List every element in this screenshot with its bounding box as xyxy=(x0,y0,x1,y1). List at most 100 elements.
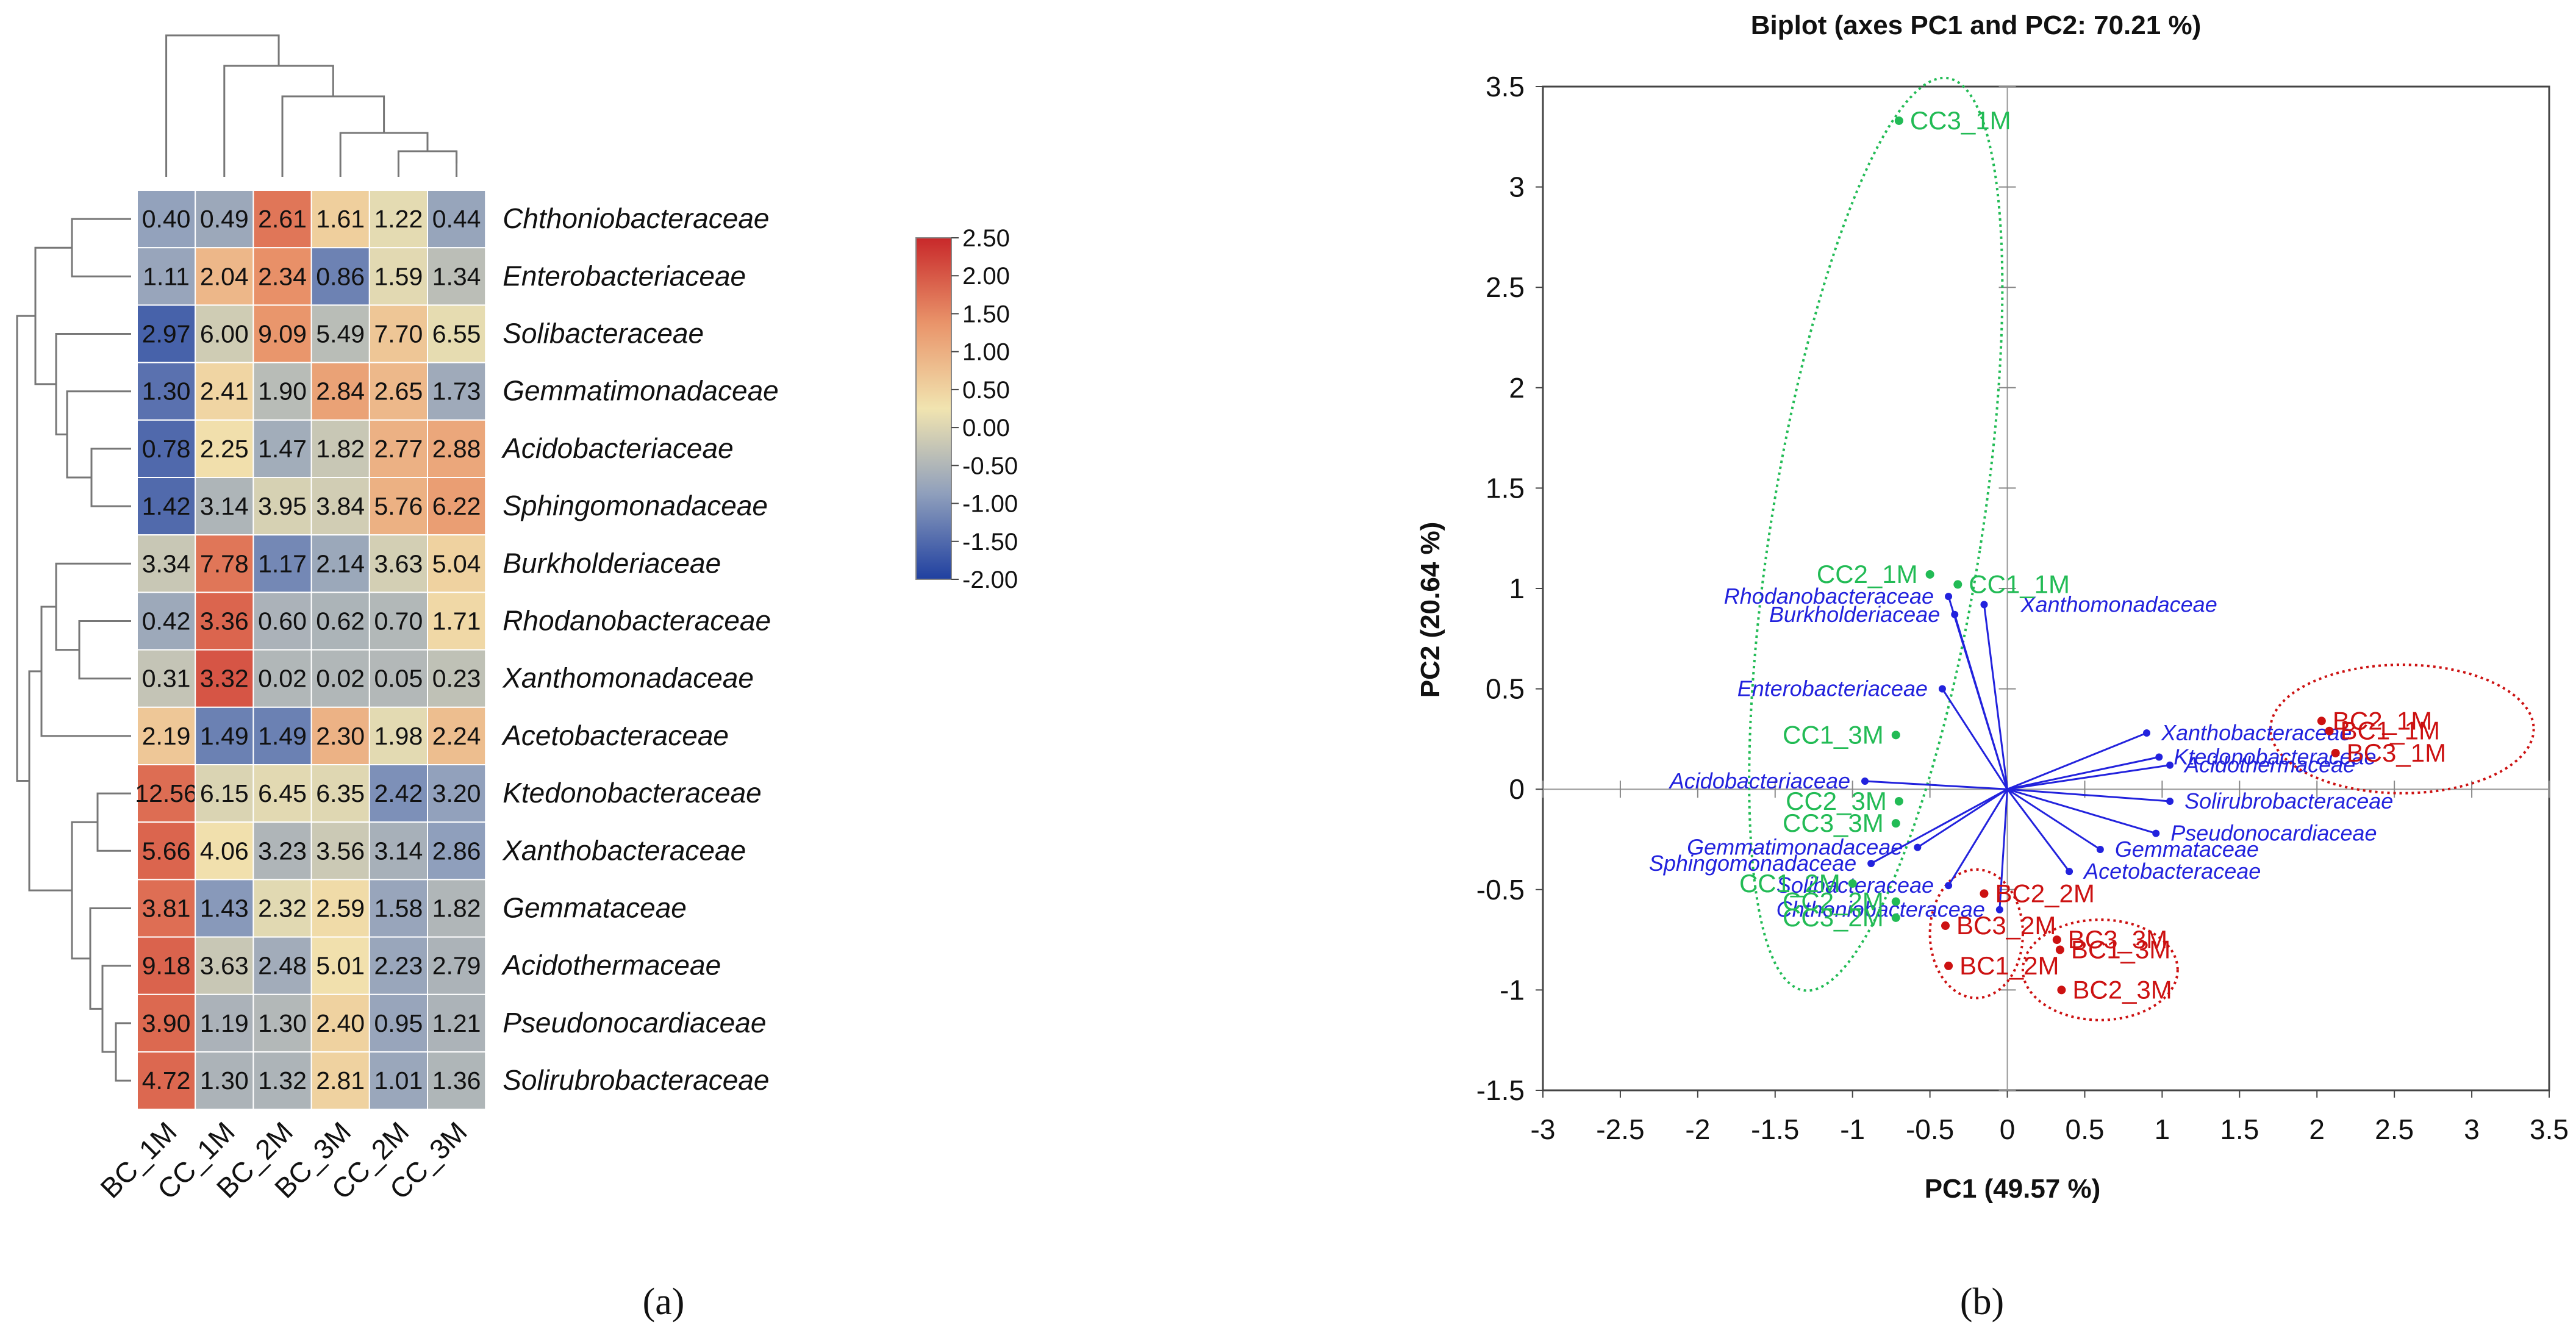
x-tick-label: -2 xyxy=(1685,1113,1710,1145)
cell-value: 1.82 xyxy=(432,895,481,923)
heatmap-cell xyxy=(195,190,254,249)
variable-vector-tip xyxy=(2166,761,2174,769)
variable-vector xyxy=(1998,789,2009,910)
dendrogram-branch xyxy=(397,150,458,177)
confidence-ellipses xyxy=(1748,76,2535,1021)
heatmap-cell xyxy=(427,706,487,766)
x-tick-label: 3.5 xyxy=(2530,1113,2569,1145)
cell-value: 0.42 xyxy=(142,607,191,635)
cell-value: 7.70 xyxy=(374,320,423,348)
cell-value: 1.59 xyxy=(374,262,423,290)
cell-value: 1.82 xyxy=(316,435,365,463)
heatmap-cell xyxy=(310,247,370,306)
variable-vector xyxy=(1953,614,2008,790)
cell-value: 1.49 xyxy=(258,722,307,750)
cell-value: 2.65 xyxy=(374,377,423,406)
variable-label: Acetobacteraceae xyxy=(2083,859,2261,884)
colorbar-tick-label: -0.50 xyxy=(962,452,1018,479)
heatmap-cell xyxy=(310,592,370,651)
cell-value: 0.02 xyxy=(258,665,307,693)
ellipse-bc_3m xyxy=(2021,918,2179,1021)
variable-vector xyxy=(2006,788,2070,873)
y-axis-label: PC2 (20.64 %) xyxy=(1415,522,1445,698)
variable-vector xyxy=(2007,788,2170,802)
heatmap-cell xyxy=(427,649,487,708)
y-tick-label: 0 xyxy=(1509,773,1525,805)
cell-value: 0.31 xyxy=(142,665,191,693)
variable-label: Gemmatimonadaceae xyxy=(1687,835,1903,860)
heatmap-cell xyxy=(252,592,312,651)
cell-value: 0.02 xyxy=(316,665,365,693)
colorbar-tick-label: -1.00 xyxy=(962,491,1018,518)
variable-label: Enterobacteriaceae xyxy=(1737,676,1928,701)
dendrogram-branch xyxy=(281,95,385,177)
dendrogram-branch xyxy=(89,907,131,1010)
heatmap-cell xyxy=(137,706,196,766)
cell-value: 3.36 xyxy=(200,607,249,635)
variable-vector-tip xyxy=(2143,729,2150,737)
heatmap-cell xyxy=(195,304,254,363)
heatmap-cell xyxy=(368,419,428,478)
heatmap-cell xyxy=(137,649,196,708)
cell-value: 1.61 xyxy=(316,205,365,233)
heatmap-cell xyxy=(310,649,370,708)
cell-value: 1.36 xyxy=(432,1067,481,1095)
observation-label: CC3_2M xyxy=(1783,903,1884,932)
plot-area xyxy=(1542,85,2550,1092)
observation-label: CC1_1M xyxy=(1969,570,2070,598)
variable-vector xyxy=(2007,756,2159,790)
variable-label: Solirubrobacteraceae xyxy=(2184,788,2393,813)
cell-value: 3.56 xyxy=(316,837,365,865)
row-label: Solibacteraceae xyxy=(503,318,704,349)
heatmap-cell xyxy=(252,993,312,1053)
heatmap-cell xyxy=(427,477,487,536)
x-tick-label: 2 xyxy=(2309,1113,2325,1145)
cell-value: 0.62 xyxy=(316,607,365,635)
variable-vector-tip xyxy=(1980,601,1988,609)
variable-label: Acidobacteriaceae xyxy=(1669,768,1850,793)
row-label: Gemmatimonadaceae xyxy=(503,375,779,407)
x-tick-label: 0.5 xyxy=(2065,1113,2104,1145)
variable-vector xyxy=(1947,788,2008,886)
cell-value: 2.88 xyxy=(432,435,481,463)
colorbar-tick-label: 1.00 xyxy=(962,339,1010,366)
observation-point xyxy=(2057,985,2066,995)
cell-value: 2.61 xyxy=(258,205,307,233)
cell-value: 2.23 xyxy=(374,952,423,980)
observation-label: BC3_3M xyxy=(2068,925,2167,954)
variable-vector xyxy=(1941,688,2008,790)
ellipse-cc xyxy=(1748,76,2004,992)
cell-value: 2.86 xyxy=(432,837,481,865)
x-axis-label: PC1 (49.57 %) xyxy=(1925,1174,2101,1204)
observation-point xyxy=(1891,731,1900,740)
colorbar-tick-label: 2.00 xyxy=(962,263,1010,290)
variable-vector-tip xyxy=(1951,610,1959,618)
ellipse-bc_1m xyxy=(2269,663,2535,795)
cell-value: 1.11 xyxy=(143,262,190,290)
cell-value: 3.23 xyxy=(258,837,307,865)
cell-value: 1.98 xyxy=(374,722,423,750)
cell-value: 1.30 xyxy=(200,1067,249,1095)
heatmap-cell xyxy=(368,706,428,766)
row-label: Chthoniobacteraceae xyxy=(503,202,769,234)
variable-vector xyxy=(1917,788,2008,848)
variable-vector-tip xyxy=(2166,797,2174,805)
observation-point xyxy=(1894,116,1903,125)
variable-vector-tip xyxy=(1938,685,1946,693)
dendrogram-branch xyxy=(96,792,131,852)
cell-value: 0.44 xyxy=(432,205,481,233)
cell-value: 5.01 xyxy=(316,952,365,980)
cell-value: 2.04 xyxy=(200,262,249,290)
cell-value: 12.56 xyxy=(135,779,198,807)
colorbar-tick-label: -2.00 xyxy=(962,567,1018,593)
heatmap-cell xyxy=(252,649,312,708)
cell-value: 1.71 xyxy=(432,607,481,635)
observation-point xyxy=(1891,897,1900,906)
dendrogram-branch xyxy=(71,821,98,960)
cell-value: 6.00 xyxy=(200,320,249,348)
y-tick-label: -1 xyxy=(1500,974,1525,1006)
heatmap-cell xyxy=(252,362,312,421)
cell-value: 1.47 xyxy=(258,435,307,463)
cell-value: 2.25 xyxy=(200,435,249,463)
